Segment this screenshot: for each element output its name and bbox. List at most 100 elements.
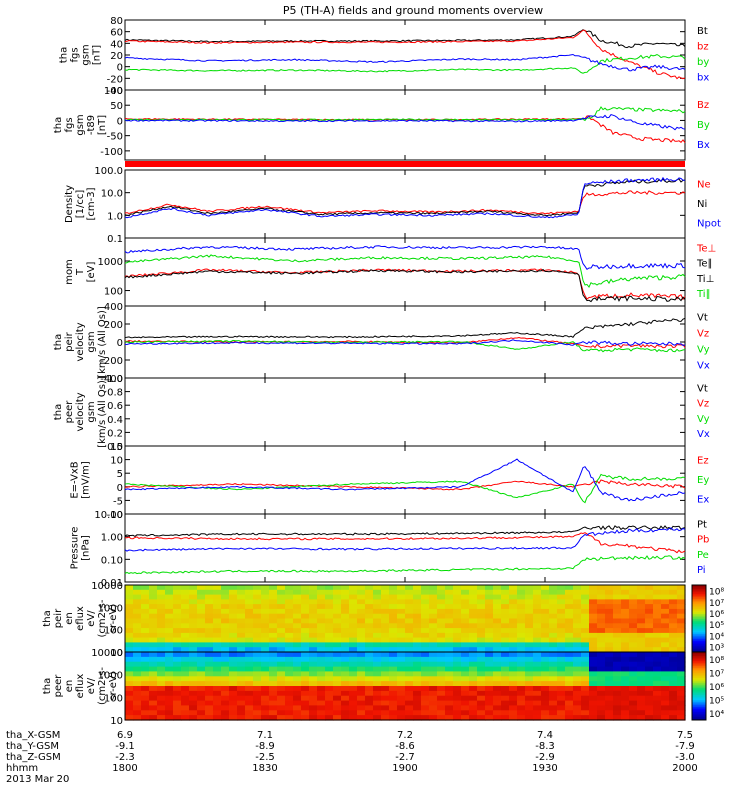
spectrogram-cell [397, 599, 406, 605]
spectrogram-cell [357, 705, 366, 711]
spectrogram-cell [157, 715, 166, 721]
spectrogram-cell [301, 686, 310, 692]
spectrogram-cell [181, 671, 190, 677]
spectrogram-cell [549, 623, 558, 629]
spectrogram-cell [365, 599, 374, 605]
spectrogram-cell [573, 710, 582, 716]
spectrogram-cell [213, 652, 222, 658]
x-axis-row-value: -9.1 [115, 741, 135, 752]
spectrogram-cell [677, 695, 686, 702]
spectrogram-cell [589, 715, 598, 721]
y-axis-label-line: T [75, 268, 86, 276]
series-line-By [124, 106, 686, 122]
spectrogram-cell [381, 656, 390, 663]
spectrogram-cell [357, 661, 366, 668]
spectrogram-cell [317, 613, 326, 620]
spectrogram-cell [565, 599, 574, 605]
spectrogram-cell [157, 686, 166, 692]
spectrogram-cell [509, 604, 518, 610]
spectrogram-cell [557, 686, 566, 692]
spectrogram-cell [261, 686, 270, 692]
y-tick-label: 0.1 [107, 234, 123, 245]
spectrogram-cell [189, 690, 198, 697]
spectrogram-cell [381, 613, 390, 620]
spectrogram-cell [541, 661, 550, 668]
y-tick-label: 10.0 [101, 189, 123, 200]
spectrogram-cell [269, 594, 278, 600]
spectrogram-cell [437, 599, 446, 605]
colorbar-cell [692, 626, 706, 630]
panel-frame [124, 377, 686, 447]
spectrogram-cell [309, 695, 318, 702]
spectrogram-cell [277, 652, 286, 658]
y-axis-label-line: peer [53, 674, 64, 698]
spectrogram-cell [541, 705, 550, 711]
spectrogram-cell [501, 599, 510, 605]
spectrogram-cell [157, 661, 166, 668]
spectrogram-cell [269, 618, 278, 624]
spectrogram-cell [141, 618, 150, 624]
spectrogram-cell [173, 686, 182, 692]
spectrogram-cell [381, 710, 390, 716]
spectrogram-cell [565, 632, 574, 639]
spectrogram-cell [629, 705, 638, 711]
spectrogram-cell [165, 589, 174, 596]
spectrogram-cell [653, 594, 662, 600]
y-tick-label: 10 [110, 456, 123, 467]
spectrogram-cell [237, 686, 246, 692]
spectrogram-cell [421, 666, 430, 673]
spectrogram-cell [237, 632, 246, 639]
spectrogram-cell [613, 715, 622, 721]
spectrogram-cell [509, 637, 518, 643]
spectrogram-cell [213, 715, 222, 721]
spectrogram-cell [589, 642, 598, 648]
colorbar-cell [692, 718, 706, 721]
spectrogram-cell [373, 652, 382, 658]
spectrogram-cell [525, 715, 534, 721]
spectrogram-cell [381, 671, 390, 677]
spectrogram-cell [541, 589, 550, 596]
spectrogram-cell [405, 715, 414, 721]
spectrogram-cell [525, 695, 534, 702]
spectrogram-cell [477, 676, 486, 682]
spectrogram-cell [493, 585, 502, 591]
spectrogram-cell [573, 589, 582, 596]
spectrogram-cell [261, 671, 270, 677]
spectrogram-cell [477, 652, 486, 658]
spectrogram-cell [421, 647, 430, 653]
spectrogram-cell [285, 661, 294, 668]
spectrogram-cell [365, 681, 374, 687]
spectrogram-cell [389, 594, 398, 600]
spectrogram-cell [357, 632, 366, 639]
spectrogram-cell [493, 623, 502, 629]
spectrogram-cell [421, 695, 430, 702]
colorbar-cell [692, 645, 706, 648]
spectrogram-cell [405, 599, 414, 605]
spectrogram-cell [205, 652, 214, 658]
spectrogram-cell [469, 642, 478, 648]
colorbar-cell [692, 628, 706, 631]
spectrogram-cell [621, 705, 630, 711]
spectrogram-cell [565, 637, 574, 643]
spectrogram-cell [573, 676, 582, 682]
spectrogram-cell [181, 613, 190, 620]
spectrogram-cell [253, 671, 262, 677]
spectrogram-cell [645, 647, 654, 653]
spectrogram-cell [397, 656, 406, 663]
spectrogram-cell [213, 695, 222, 702]
spectrogram-cell [597, 608, 606, 615]
spectrogram-cell [637, 599, 646, 605]
spectrogram-cell [301, 700, 310, 707]
spectrogram-cell [645, 715, 654, 721]
spectrogram-cell [301, 666, 310, 673]
spectrogram-cell [421, 599, 430, 605]
spectrogram-cell [157, 642, 166, 648]
spectrogram-cell [333, 695, 342, 702]
spectrogram-cell [309, 666, 318, 673]
spectrogram-cell [397, 676, 406, 682]
spectrogram-cell [573, 599, 582, 605]
spectrogram-cell [389, 661, 398, 668]
spectrogram-cell [149, 599, 158, 605]
y-axis-label-line: gsm [75, 114, 86, 135]
